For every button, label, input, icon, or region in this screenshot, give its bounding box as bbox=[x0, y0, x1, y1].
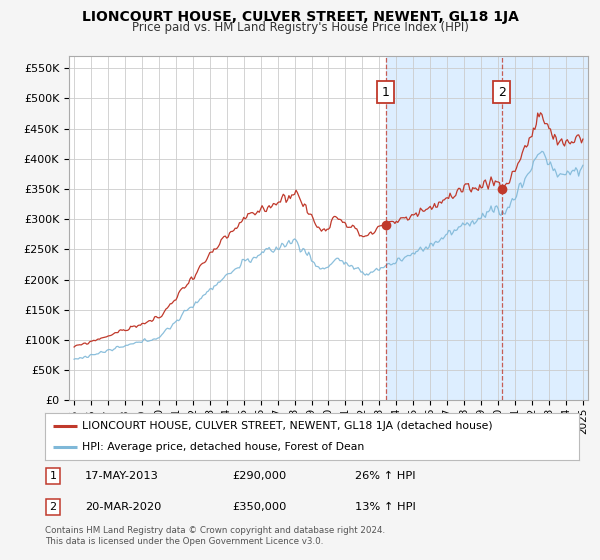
Bar bbox=[502, 56, 588, 400]
Text: 13% ↑ HPI: 13% ↑ HPI bbox=[355, 502, 416, 512]
Text: 1: 1 bbox=[50, 471, 56, 481]
Text: LIONCOURT HOUSE, CULVER STREET, NEWENT, GL18 1JA: LIONCOURT HOUSE, CULVER STREET, NEWENT, … bbox=[82, 10, 518, 24]
Text: HPI: Average price, detached house, Forest of Dean: HPI: Average price, detached house, Fore… bbox=[82, 442, 365, 452]
Text: Contains HM Land Registry data © Crown copyright and database right 2024.
This d: Contains HM Land Registry data © Crown c… bbox=[45, 526, 385, 546]
Text: £290,000: £290,000 bbox=[232, 471, 286, 481]
Text: Price paid vs. HM Land Registry's House Price Index (HPI): Price paid vs. HM Land Registry's House … bbox=[131, 21, 469, 34]
Bar bbox=[386, 56, 502, 400]
Text: £350,000: £350,000 bbox=[232, 502, 286, 512]
Text: 2: 2 bbox=[49, 502, 56, 512]
Text: 20-MAR-2020: 20-MAR-2020 bbox=[85, 502, 161, 512]
Text: LIONCOURT HOUSE, CULVER STREET, NEWENT, GL18 1JA (detached house): LIONCOURT HOUSE, CULVER STREET, NEWENT, … bbox=[82, 421, 493, 431]
Text: 17-MAY-2013: 17-MAY-2013 bbox=[85, 471, 159, 481]
Text: 1: 1 bbox=[382, 86, 389, 99]
Text: 2: 2 bbox=[498, 86, 506, 99]
Text: 26% ↑ HPI: 26% ↑ HPI bbox=[355, 471, 415, 481]
